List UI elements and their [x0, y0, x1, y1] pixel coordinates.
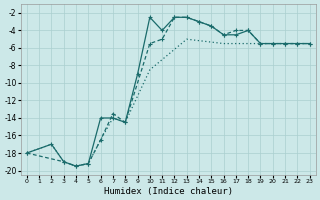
- X-axis label: Humidex (Indice chaleur): Humidex (Indice chaleur): [104, 187, 233, 196]
